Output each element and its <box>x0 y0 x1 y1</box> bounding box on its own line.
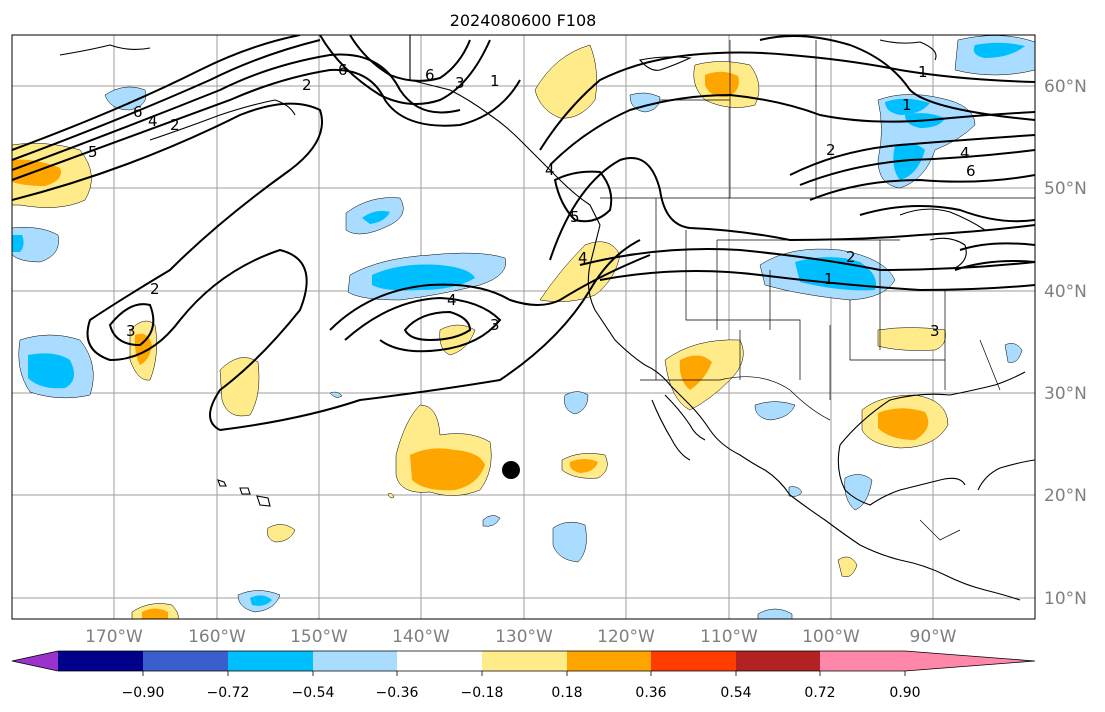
colorbar-segment <box>567 651 651 671</box>
colorbar-extend-low <box>12 651 58 671</box>
map-title: 2024080600 F108 <box>450 11 597 30</box>
contour-label: 3 <box>126 322 136 340</box>
colorbar-tick-label: −0.90 <box>122 685 165 701</box>
colorbar-segment <box>651 651 736 671</box>
latitude-labels: 60°N 50°N 40°N 30°N 20°N 10°N <box>1044 77 1087 609</box>
contour-label: 1 <box>490 72 500 90</box>
lon-label: 110°W <box>700 627 758 647</box>
lat-label: 10°N <box>1044 589 1087 609</box>
colorbar-extend-high <box>905 651 1035 671</box>
contour-label: 2 <box>150 280 160 298</box>
contour-label: 3 <box>930 322 940 340</box>
lat-label: 20°N <box>1044 486 1087 506</box>
anomaly-shading <box>12 35 1035 619</box>
lon-label: 90°W <box>910 627 957 647</box>
colorbar-tick-label: 0.36 <box>635 685 666 701</box>
contour-label: 3 <box>490 316 500 334</box>
lon-label: 160°W <box>188 627 246 647</box>
contour-label: 1 <box>918 63 928 81</box>
lon-label: 150°W <box>290 627 348 647</box>
contour-label: 6 <box>425 66 435 84</box>
lat-label: 40°N <box>1044 282 1087 302</box>
colorbar-tick-label: −0.72 <box>207 685 250 701</box>
colorbar: −0.90 −0.72 −0.54 −0.36 −0.18 0.18 0.36 … <box>11 650 1036 701</box>
contour-label: 6 <box>966 162 976 180</box>
lon-label: 100°W <box>802 627 860 647</box>
contour-label: 2 <box>170 116 180 134</box>
longitude-labels: 170°W 160°W 150°W 140°W 130°W 120°W 110°… <box>85 627 957 647</box>
colorbar-segment <box>482 651 567 671</box>
coastlines <box>59 35 1035 601</box>
contour-label: 3 <box>455 74 465 92</box>
contour-label: 4 <box>148 112 158 130</box>
colorbar-segment <box>736 651 820 671</box>
contour-label: 6 <box>338 61 348 79</box>
contour-label: 4 <box>960 144 970 162</box>
contour-label: 2 <box>826 141 836 159</box>
contour-label: 2 <box>846 248 856 266</box>
contour-label: 1 <box>902 96 912 114</box>
contour-label: 6 <box>133 103 143 121</box>
contour-label: 4 <box>578 249 588 267</box>
map-border <box>11 34 1036 620</box>
colorbar-tick-label: 0.18 <box>551 685 582 701</box>
lon-label: 140°W <box>392 627 450 647</box>
colorbar-segment <box>143 651 228 671</box>
lat-label: 30°N <box>1044 384 1087 404</box>
colorbar-tick-label: 0.72 <box>804 685 835 701</box>
colorbar-segment <box>313 651 397 671</box>
lon-label: 120°W <box>597 627 655 647</box>
colorbar-segment <box>58 651 143 671</box>
contour-label: 4 <box>447 291 457 309</box>
contour-label: 4 <box>545 161 555 179</box>
storm-center-dot <box>502 461 520 479</box>
colorbar-tick-label: −0.36 <box>376 685 419 701</box>
colorbar-tick-label: −0.18 <box>461 685 504 701</box>
contour-label: 1 <box>824 270 834 288</box>
colorbar-tick-label: 0.90 <box>889 685 920 701</box>
colorbar-tick-label: −0.54 <box>292 685 335 701</box>
contour-label: 5 <box>570 208 580 226</box>
lat-label: 50°N <box>1044 179 1087 199</box>
contour-labels: 6 4 2 5 3 1 6 4 6 1 2 4 3 4 2 1 2 3 1 4 … <box>88 61 976 340</box>
contour-lines <box>12 35 1035 432</box>
colorbar-tick-label: 0.54 <box>720 685 751 701</box>
graticule <box>12 35 1035 619</box>
colorbar-segment <box>228 651 313 671</box>
colorbar-segment <box>397 651 482 671</box>
lon-label: 130°W <box>495 627 553 647</box>
contour-label: 2 <box>302 76 312 94</box>
lon-label: 170°W <box>85 627 143 647</box>
colorbar-segment <box>820 651 905 671</box>
contour-label: 5 <box>88 143 98 161</box>
lat-label: 60°N <box>1044 77 1087 97</box>
